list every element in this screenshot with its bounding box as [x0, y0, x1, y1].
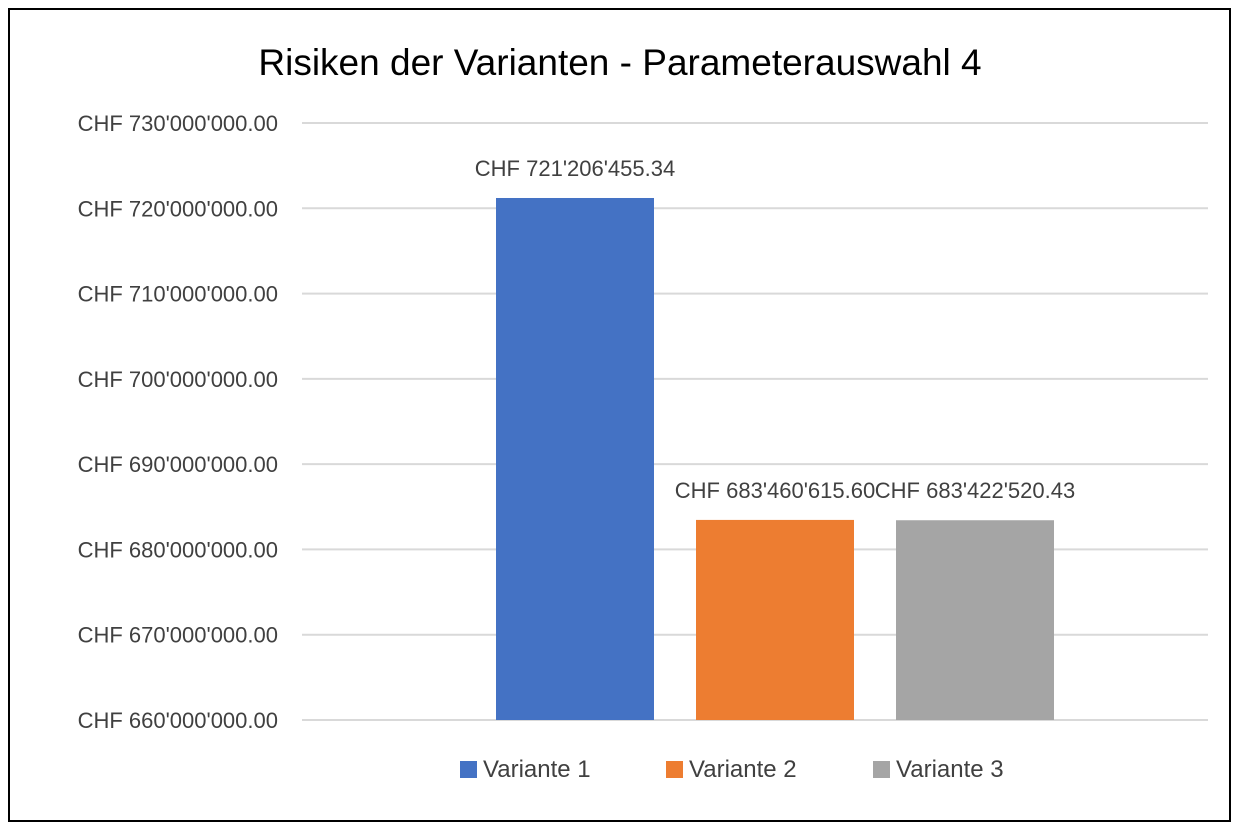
data-labels: CHF 721'206'455.34 CHF 683'460'615.60 CHF …	[475, 156, 1075, 503]
legend: Variante 1 Variante 2 Variante 3	[460, 756, 1004, 783]
legend-label-3: Variante 3	[896, 756, 1004, 783]
bar-3	[896, 520, 1054, 720]
bars	[496, 197, 1054, 721]
legend-label-2: Variante 2	[689, 756, 797, 783]
legend-swatch-1	[460, 761, 477, 778]
y-tick-label: CHF 690'000'000.00	[78, 452, 278, 477]
y-tick-label: CHF 720'000'000.00	[78, 196, 278, 221]
y-axis-ticks: CHF 730'000'000.00 CHF 720'000'000.00 CHF …	[78, 111, 278, 733]
y-tick-label: CHF 680'000'000.00	[78, 537, 278, 562]
bar-2	[696, 519, 854, 720]
y-tick-label: CHF 660'000'000.00	[78, 708, 278, 733]
y-tick-label: CHF 700'000'000.00	[78, 367, 278, 392]
legend-label-1: Variante 1	[483, 756, 591, 783]
data-label-3: CHF 683'422'520.43	[875, 478, 1075, 503]
y-tick-label: CHF 670'000'000.00	[78, 623, 278, 648]
legend-swatch-2	[666, 761, 683, 778]
chart-title: Risiken der Varianten - Parameterauswahl…	[258, 42, 981, 83]
legend-swatch-3	[873, 761, 890, 778]
y-tick-label: CHF 710'000'000.00	[78, 282, 278, 307]
y-tick-label: CHF 730'000'000.00	[78, 111, 278, 136]
data-label-2: CHF 683'460'615.60	[675, 478, 875, 503]
data-label-1: CHF 721'206'455.34	[475, 156, 675, 181]
bar-1	[496, 197, 654, 721]
